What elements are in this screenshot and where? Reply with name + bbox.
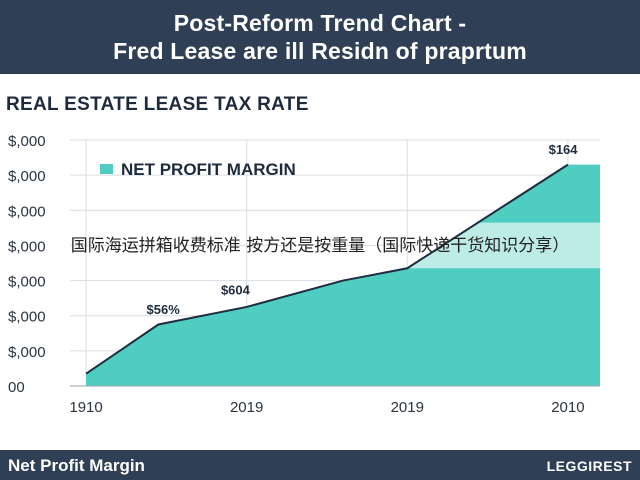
- y-tick-label: $,000: [8, 168, 46, 185]
- x-tick-label: 2010: [551, 399, 584, 416]
- chart-header: Post-Reform Trend Chart - Fred Lease are…: [0, 0, 640, 74]
- chart-footer: Net Profit Margin LEGGIREST: [0, 450, 640, 480]
- data-label: $604: [221, 283, 251, 298]
- chart-title-line-1: Post-Reform Trend Chart -: [173, 10, 467, 36]
- x-tick-label: 2019: [230, 399, 263, 416]
- footer-label: Net Profit Margin: [8, 456, 145, 475]
- y-tick-label: $,000: [8, 309, 46, 326]
- data-label: $56%: [147, 302, 181, 317]
- area-highlight-band: [407, 222, 600, 269]
- y-tick-label: $,000: [8, 133, 46, 150]
- chart-subtitle: REAL ESTATE LEASE TAX RATE: [6, 94, 309, 115]
- chart-title-line-2: Fred Lease are ill Residn of praprtum: [113, 38, 527, 64]
- legend-swatch: [100, 164, 113, 174]
- series-line: [85, 163, 569, 375]
- y-tick-label: $,000: [8, 274, 46, 291]
- y-tick-label: 00: [8, 379, 25, 396]
- y-tick-label: $,000: [8, 238, 46, 255]
- y-tick-label: $,000: [8, 344, 46, 361]
- legend-label: NET PROFIT MARGIN: [121, 160, 296, 179]
- y-tick-label: $,000: [8, 203, 46, 220]
- area-fill: [86, 164, 600, 386]
- x-tick-label: 2019: [391, 399, 424, 416]
- data-label: $164: [549, 142, 579, 157]
- watermark-text: 国际海运拼箱收费标准 按方还是按重量（国际快递干货知识分享）: [70, 236, 570, 256]
- x-tick-label: 1910: [69, 399, 102, 416]
- area-chart: $,000 $,000 $,000 $,000 $,000 $,000 $,000 00 191…: [8, 133, 600, 416]
- brand-logo-text: LEGGIREST: [546, 458, 632, 474]
- chart-area: $,000 $,000 $,000 $,000 $,000 $,000 $,000 00 191…: [0, 120, 640, 450]
